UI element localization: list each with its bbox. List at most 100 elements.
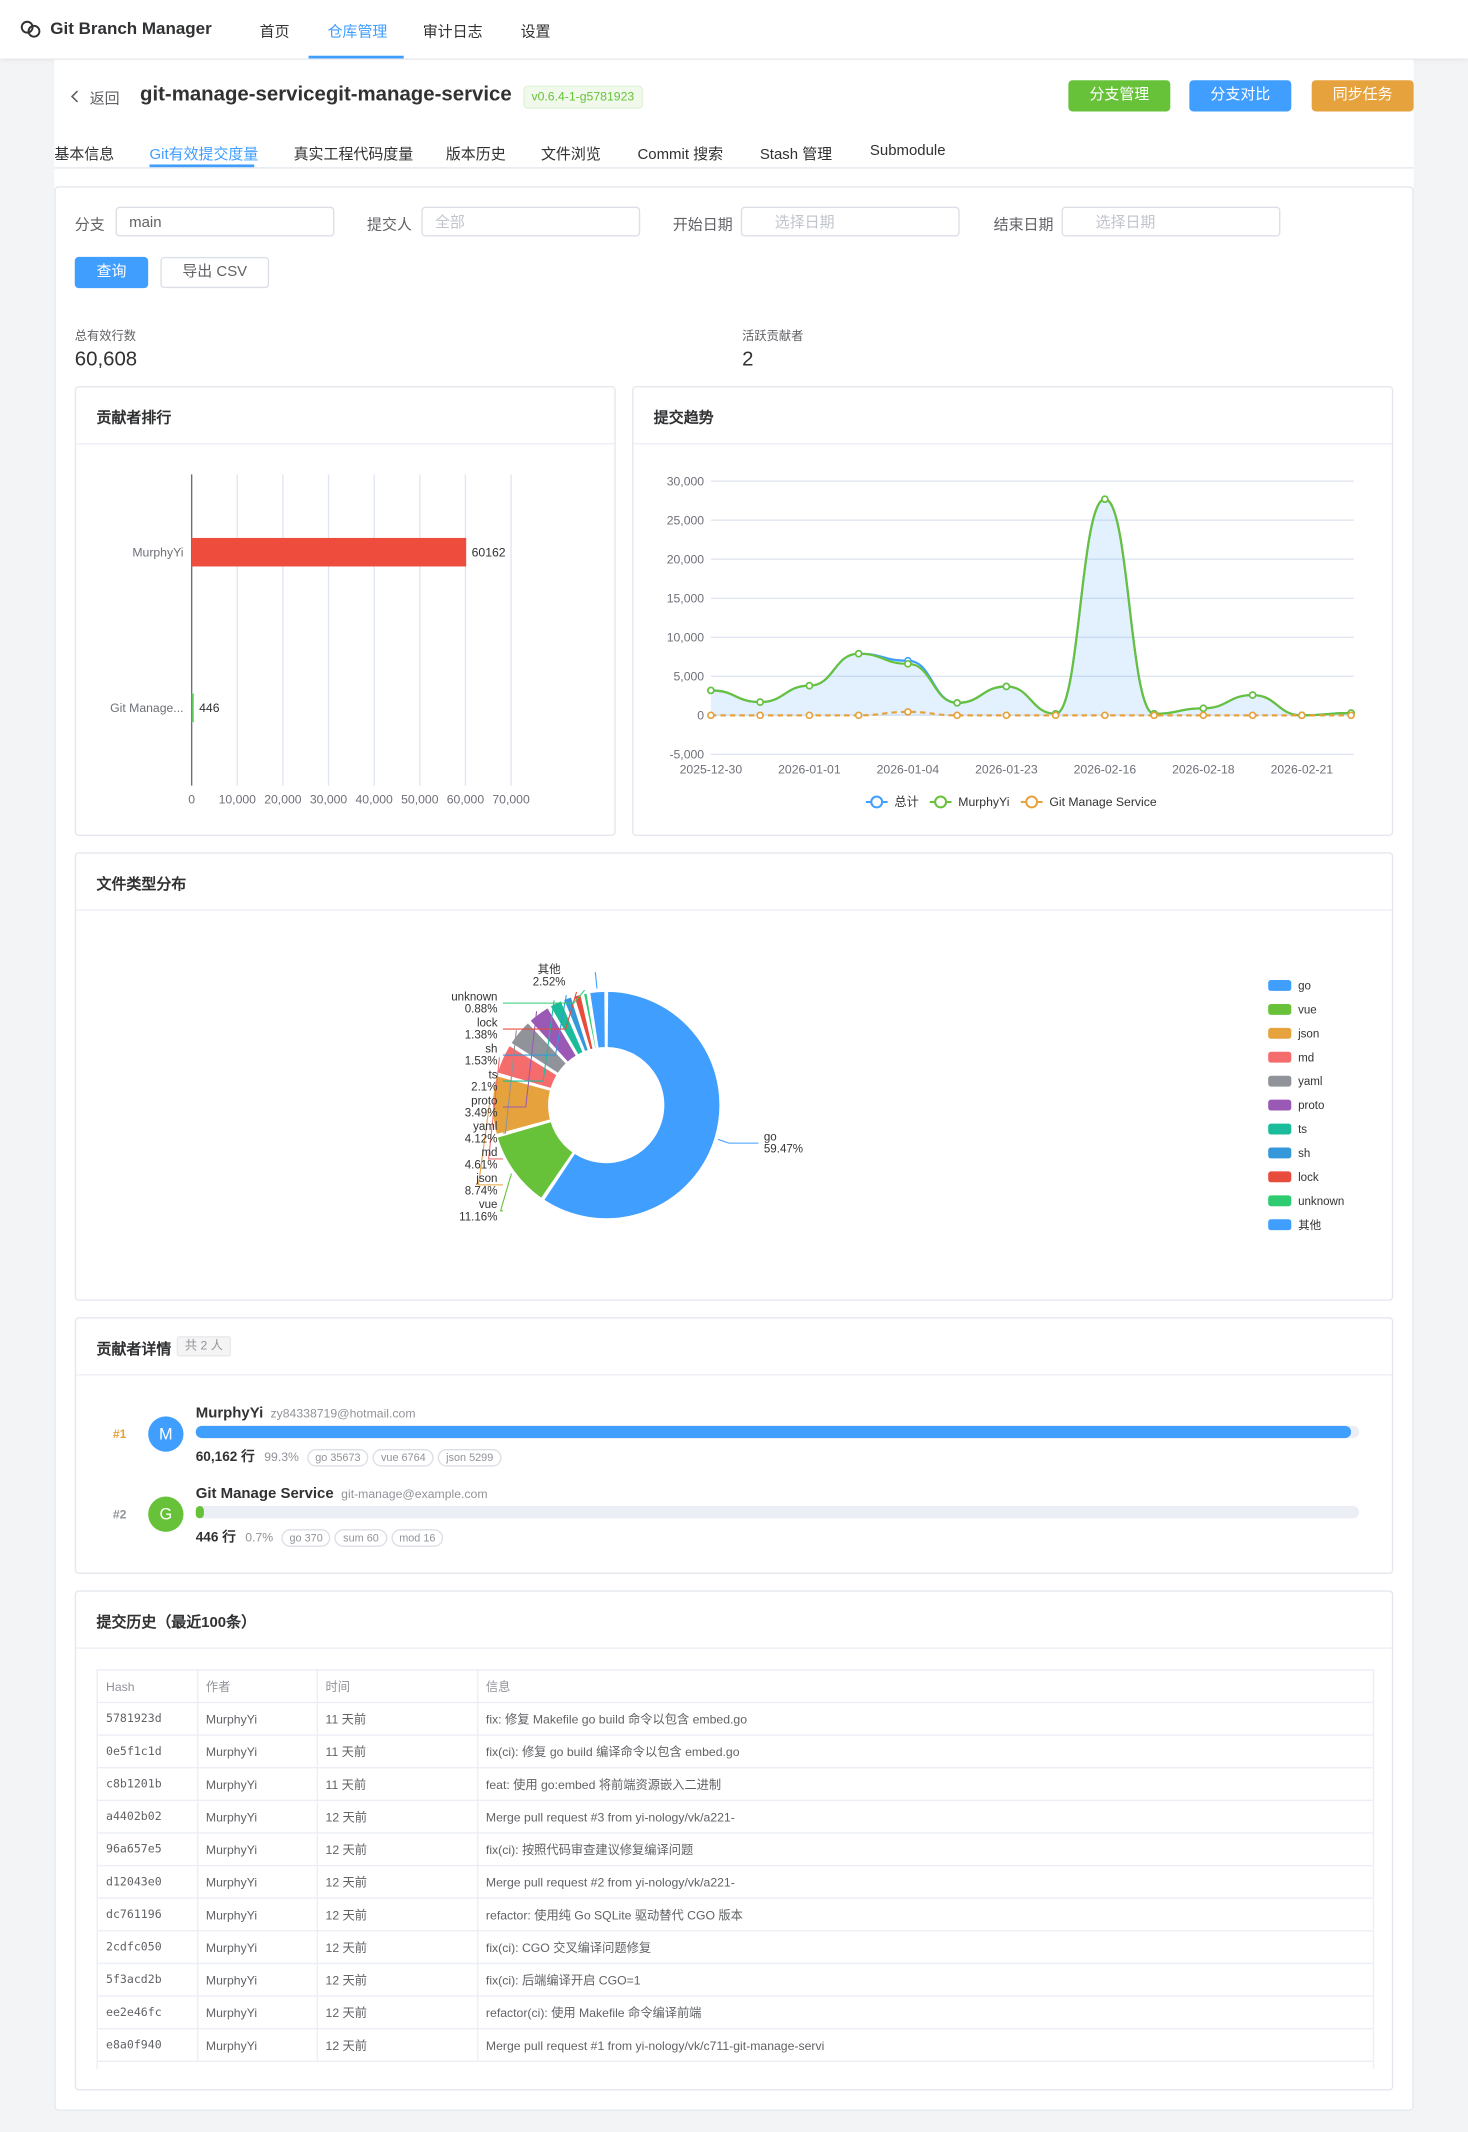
query-button[interactable]: 查询 [74, 256, 149, 289]
hash: 2cdfc050 [97, 1930, 198, 1965]
card-title: 贡献者排行 [96, 410, 172, 427]
author: MurphyYi [197, 1702, 318, 1736]
contributors-card: 贡献者详情 共 2 人 [74, 1317, 1394, 1575]
message: Merge pull request #1 from yi-nology/vk/… [477, 2028, 1373, 2062]
time: 11 天前 [316, 1735, 478, 1769]
card-title: 提交历史（最近100条） [96, 1614, 257, 1632]
app-name: Git Branch Manager [50, 19, 212, 39]
message: refactor: 使用纯 Go SQLite 驱动替代 CGO 版本 [477, 1898, 1373, 1932]
message: fix(ci): 按照代码审查建议修复编译问题 [477, 1832, 1373, 1867]
share: 0.7% [245, 1530, 274, 1545]
time: 12 天前 [316, 1898, 478, 1932]
contributor-meta: 60,162 行 99.3% go 35673 vue 6764 json 5299 [196, 1445, 506, 1467]
tab[interactable]: Commit 搜索 [637, 146, 724, 164]
start-label: 开始日期 [672, 217, 733, 234]
tab[interactable]: 真实工程代码度量 [293, 146, 414, 164]
hash: 5781923d [97, 1702, 198, 1736]
action-button[interactable]: 分支管理 [1068, 80, 1171, 112]
card-header [76, 1592, 1392, 1649]
author: MurphyYi [197, 1767, 318, 1802]
nav-item[interactable]: 首页 [259, 24, 290, 41]
tab[interactable]: 版本历史 [445, 146, 506, 164]
rank: #2 [112, 1507, 127, 1522]
table-row: e8a0f940 MurphyYi 12 天前 Merge pull request … [97, 2028, 1373, 2062]
hash: 5f3acd2b [97, 1963, 198, 1997]
tab[interactable]: Stash 管理 [759, 146, 833, 164]
contributor-name: MurphyYi [195, 1405, 264, 1422]
tab-divider [54, 167, 1414, 169]
logo-icon [20, 20, 41, 38]
ranking-card: 贡献者排行 [74, 386, 616, 836]
card-header [76, 1318, 1392, 1376]
message: refactor(ci): 使用 Makefile 命令编译前端 [477, 1996, 1373, 2030]
column-header: Hash [97, 1670, 198, 1704]
author: MurphyYi [197, 2028, 318, 2062]
author: MurphyYi [197, 1735, 318, 1769]
trend-card: 提交趋势 [632, 386, 1394, 836]
contributor-name: Git Manage Service [195, 1485, 334, 1502]
lang-tag: go 370 [281, 1528, 331, 1547]
progress-bar [195, 1425, 1352, 1439]
time: 12 天前 [316, 1996, 478, 2030]
author: MurphyYi [197, 1930, 318, 1965]
author: MurphyYi [197, 1898, 318, 1932]
lang-tag: vue 6764 [372, 1448, 434, 1467]
table-row: 0e5f1c1d MurphyYi 11 天前 fix(ci): 修复 go buil… [97, 1735, 1373, 1769]
table-wrap: Hash 作者 时间 信息 5781923d MurphyYi 11 天前 fix: 修复 M… [96, 1669, 1375, 2069]
nav-item[interactable]: 审计日志 [422, 24, 483, 41]
avatar: M [148, 1416, 184, 1452]
start-date[interactable]: 选择日期 [740, 206, 960, 237]
nav-underline [308, 55, 404, 59]
table-row: c8b1201b MurphyYi 11 天前 feat: 使用 go:embed 将… [97, 1767, 1373, 1802]
nav-item[interactable]: 设置 [520, 24, 551, 41]
card-title: 提交趋势 [653, 410, 714, 427]
stat-value: 2 [742, 347, 754, 372]
branch-select[interactable]: main [115, 206, 335, 237]
branch-label: 分支 [74, 217, 105, 234]
share: 99.3% [264, 1450, 299, 1464]
back-link[interactable]: 返回 [89, 91, 120, 108]
message: feat: 使用 go:embed 将前端资源嵌入二进制 [477, 1767, 1373, 1802]
avatar: G [148, 1496, 184, 1532]
stat-label: 活跃贡献者 [742, 328, 804, 343]
hash: e8a0f940 [97, 2028, 198, 2062]
lang-tag: go 35673 [307, 1448, 369, 1467]
progress-track [195, 1506, 1360, 1519]
export-button[interactable]: 导出 CSV [160, 256, 270, 289]
committer-select[interactable]: 全部 [421, 206, 641, 237]
time: 12 天前 [316, 1930, 478, 1965]
hash: a4402b02 [97, 1800, 198, 1834]
card-header [633, 387, 1392, 445]
author: MurphyYi [197, 1996, 318, 2030]
message: fix(ci): 修复 go build 编译命令以包含 embed.go [477, 1735, 1373, 1769]
committer-label: 提交人 [367, 217, 412, 234]
tab[interactable]: 文件浏览 [540, 146, 601, 164]
card-title: 文件类型分布 [96, 876, 187, 894]
tab[interactable]: Git有效提交度量 [149, 146, 259, 164]
table-row: 5781923d MurphyYi 11 天前 fix: 修复 Makefile go… [97, 1702, 1373, 1736]
history-card: 提交历史（最近100条） Hash 作者 时间 信息 5781923d MurphyYi 1… [74, 1590, 1394, 2091]
message: fix: 修复 Makefile go build 命令以包含 embed.go [477, 1702, 1373, 1736]
card-header [76, 387, 615, 445]
hash: ee2e46fc [97, 1996, 198, 2030]
count-badge: 共 2 人 [176, 1336, 232, 1357]
tab[interactable]: 基本信息 [54, 146, 115, 164]
table-row: 96a657e5 MurphyYi 12 天前 fix(ci): 按照代码审查建议修复… [97, 1832, 1373, 1867]
lines: 60,162 行 [195, 1450, 255, 1466]
message: Merge pull request #3 from yi-nology/vk/… [477, 1800, 1373, 1834]
tab[interactable]: Submodule [869, 142, 946, 160]
end-date[interactable]: 选择日期 [1061, 206, 1281, 237]
hash: d12043e0 [97, 1865, 198, 1899]
end-label: 结束日期 [993, 217, 1054, 234]
back-icon[interactable] [69, 88, 80, 104]
hash: dc761196 [97, 1898, 198, 1932]
action-button[interactable]: 分支对比 [1189, 80, 1292, 112]
table-row: 5f3acd2b MurphyYi 12 天前 fix(ci): 后端编译开启 CGO… [97, 1963, 1373, 1997]
action-button[interactable]: 同步任务 [1311, 80, 1414, 112]
history-table: Hash 作者 时间 信息 5781923d MurphyYi 11 天前 fix: 修复 M… [97, 1670, 1373, 2062]
time: 12 天前 [316, 1800, 478, 1834]
author: MurphyYi [197, 1800, 318, 1834]
time: 12 天前 [316, 1865, 478, 1899]
nav-item[interactable]: 仓库管理 [327, 24, 388, 41]
version-tag: v0.6.4-1-g5781923 [523, 85, 643, 109]
